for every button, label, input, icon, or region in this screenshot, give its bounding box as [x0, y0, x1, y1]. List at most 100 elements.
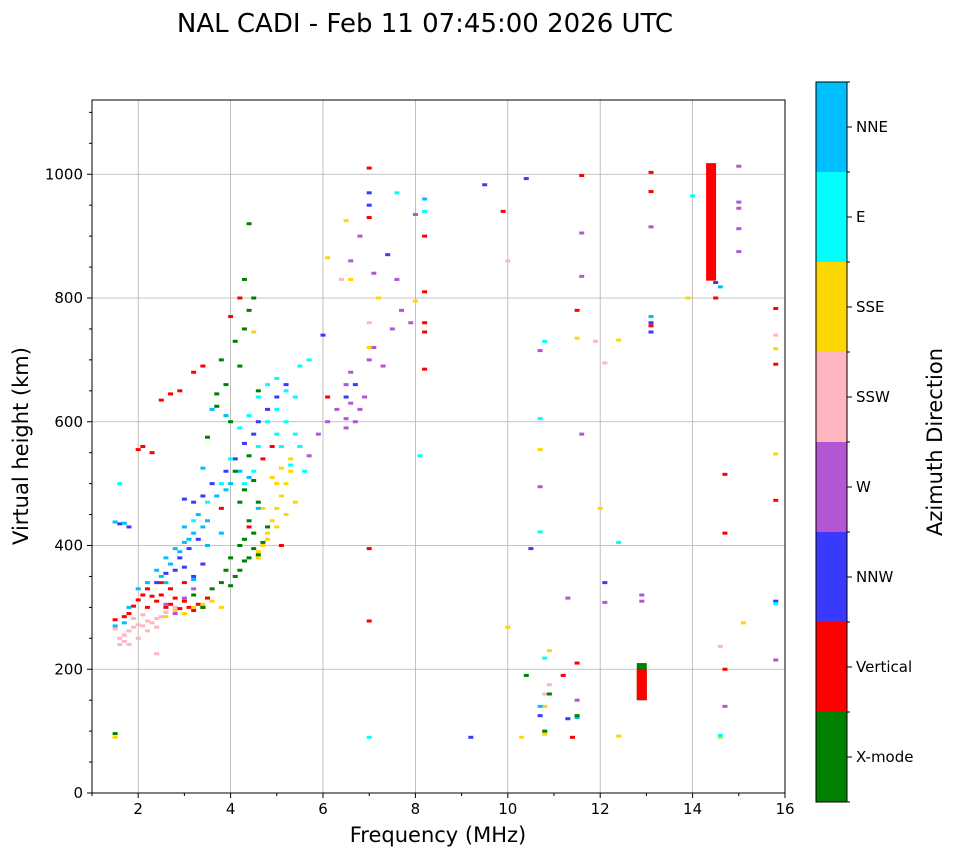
data-point-ssw — [163, 610, 169, 614]
data-point-vertical — [181, 599, 187, 603]
data-point-vertical — [112, 618, 118, 622]
x-tick-label: 4 — [226, 800, 236, 818]
data-point-vertical — [131, 604, 137, 608]
data-point-e — [241, 482, 247, 486]
data-point-nne — [163, 556, 169, 560]
data-point-x-mode — [574, 714, 580, 718]
data-point-w — [736, 250, 742, 254]
data-point-vertical — [648, 324, 654, 328]
data-point-e — [274, 376, 280, 380]
echo-bar-vertical — [706, 163, 717, 281]
data-point-vertical — [773, 362, 779, 366]
data-point-ssw — [149, 621, 155, 625]
data-point-sse — [265, 531, 271, 535]
data-point-x-mode — [237, 500, 243, 504]
data-point-x-mode — [209, 587, 215, 591]
data-point-sse — [283, 513, 289, 517]
data-point-nnw — [352, 383, 358, 387]
data-point-vertical — [154, 599, 160, 603]
data-point-nnw — [523, 177, 529, 181]
colorbar-label-nnw: NNW — [856, 568, 893, 586]
data-point-e — [417, 454, 423, 458]
data-point-vertical — [200, 364, 206, 368]
data-point-x-mode — [218, 358, 224, 362]
data-point-nne — [154, 568, 160, 572]
data-point-x-mode — [546, 692, 552, 696]
data-point-w — [736, 164, 742, 168]
data-point-nne — [200, 525, 206, 529]
data-point-x-mode — [255, 553, 261, 557]
data-point-w — [648, 225, 654, 229]
data-point-e — [283, 420, 289, 424]
data-point-x-mode — [223, 383, 229, 387]
data-point-nne — [255, 506, 261, 510]
data-point-nne — [135, 587, 141, 591]
data-point-vertical — [422, 367, 428, 371]
data-point-e — [302, 469, 308, 473]
data-point-nne — [121, 521, 127, 525]
data-point-w — [736, 227, 742, 231]
data-point-nnw — [181, 497, 187, 501]
data-point-nne — [237, 469, 243, 473]
data-point-nne — [223, 414, 229, 418]
data-point-vertical — [422, 290, 428, 294]
data-point-nnw — [274, 395, 280, 399]
data-point-nne — [191, 531, 197, 535]
data-point-nne — [205, 519, 210, 523]
data-point-nne — [648, 315, 654, 319]
data-point-nne — [228, 482, 234, 486]
data-point-sse — [505, 625, 511, 629]
data-point-nnw — [468, 735, 474, 739]
data-point-e — [422, 209, 428, 213]
data-point-e — [255, 445, 261, 448]
data-point-vertical — [366, 619, 372, 623]
data-point-w — [537, 485, 543, 489]
data-point-e — [717, 733, 723, 737]
data-point-nne — [158, 574, 164, 578]
data-point-e — [288, 463, 294, 467]
data-point-nne — [186, 537, 192, 541]
data-point-ssw — [121, 633, 127, 637]
data-point-vertical — [172, 596, 178, 600]
data-point-ssw — [546, 683, 552, 687]
data-point-vertical — [158, 593, 164, 597]
data-point-ssw — [140, 624, 146, 628]
data-point-x-mode — [246, 556, 252, 560]
data-point-vertical — [121, 615, 127, 619]
data-point-nnw — [366, 203, 372, 207]
data-point-nnw — [241, 441, 247, 445]
data-point-sse — [740, 621, 746, 625]
data-point-vertical — [773, 307, 779, 311]
data-point-nnw — [773, 599, 779, 603]
data-point-nne — [195, 513, 201, 517]
data-point-x-mode — [205, 435, 210, 439]
data-point-w — [357, 234, 363, 238]
data-point-ssw — [154, 625, 160, 629]
data-point-w — [602, 600, 608, 604]
data-point-vertical — [722, 667, 728, 671]
data-point-w — [343, 383, 349, 387]
data-point-w — [722, 704, 728, 708]
data-point-nnw — [255, 420, 261, 424]
data-point-w — [579, 274, 585, 278]
y-axis-label: Virtual height (km) — [9, 347, 33, 545]
data-point-nne — [209, 407, 215, 411]
data-point-e — [297, 445, 303, 448]
colorbar-segment-ssw — [816, 352, 847, 442]
data-point-nne — [163, 581, 169, 585]
data-point-nne — [172, 547, 178, 551]
data-point-nnw — [482, 183, 488, 187]
data-point-nne — [168, 562, 174, 566]
colorbar-label-e: E — [856, 208, 865, 226]
data-point-x-mode — [214, 392, 220, 396]
data-point-w — [315, 432, 321, 436]
data-point-w — [639, 593, 645, 597]
data-point-ssw — [135, 623, 141, 627]
data-point-ssw — [131, 625, 137, 629]
data-point-nnw — [366, 191, 372, 195]
data-point-nne — [112, 520, 118, 524]
y-tick-label: 1000 — [45, 165, 83, 183]
data-point-vertical — [722, 531, 728, 535]
data-point-nnw — [283, 383, 289, 387]
data-point-x-mode — [191, 593, 197, 597]
